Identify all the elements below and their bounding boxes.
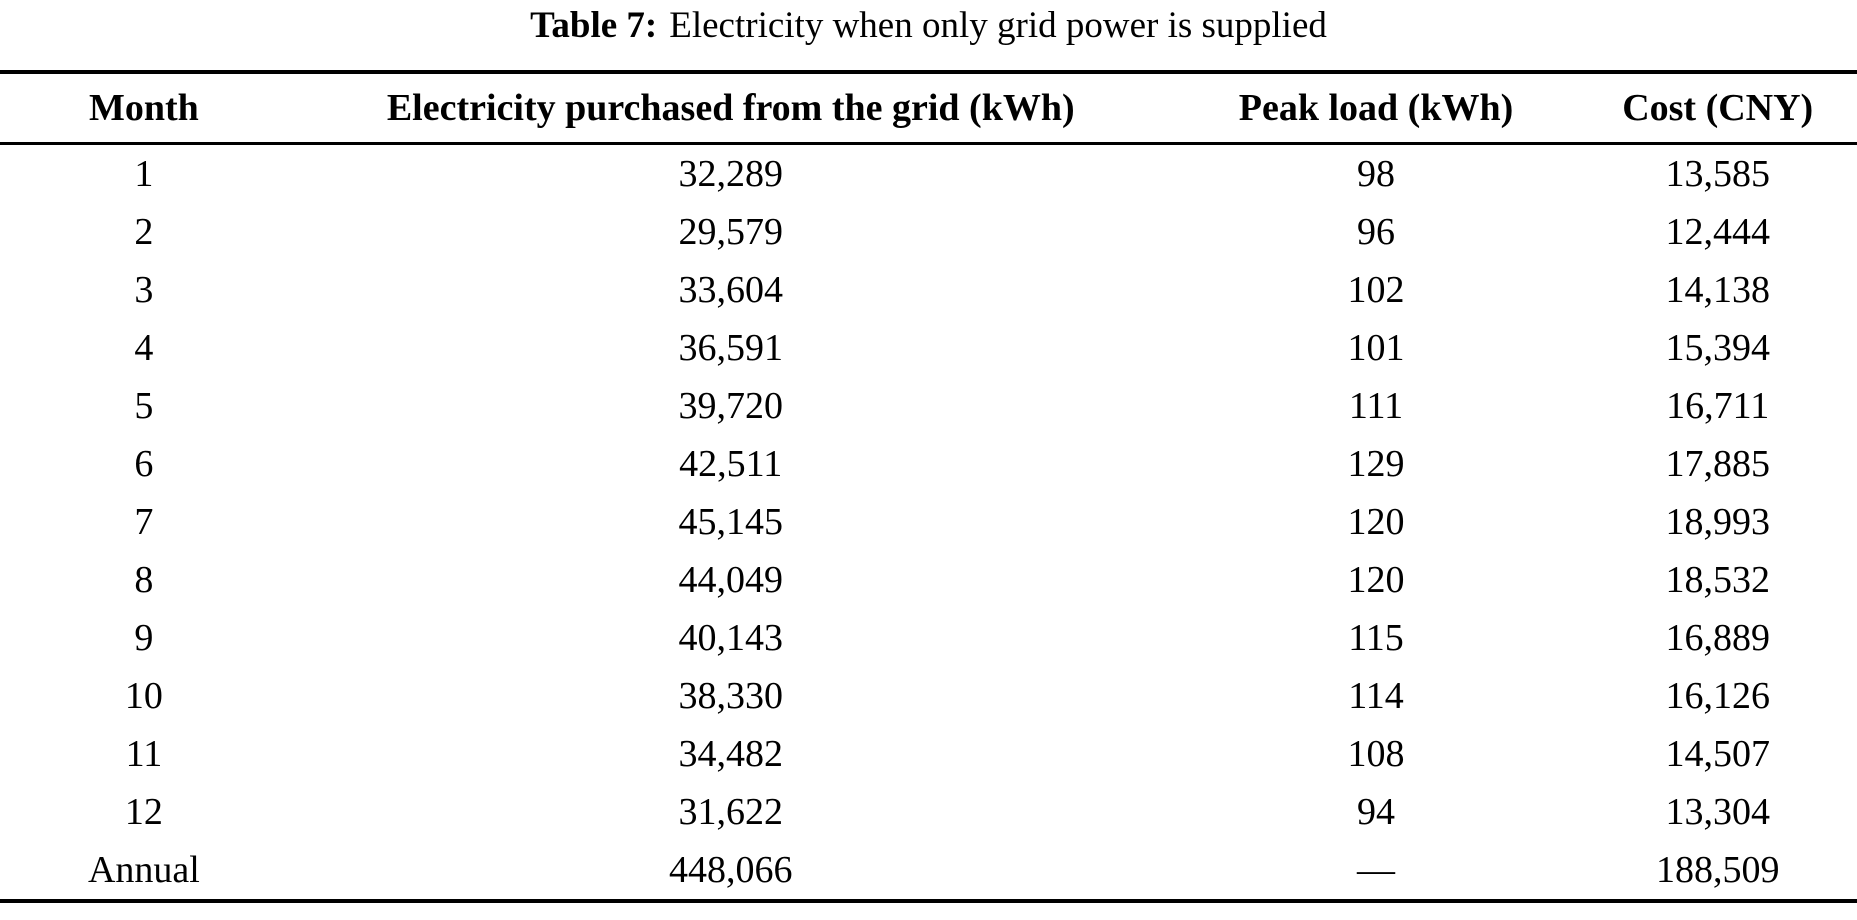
cell-month: 3 — [134, 269, 154, 311]
cell-electricity-purchased: 29,579 — [678, 211, 783, 253]
column-header-cost: Cost (CNY) — [1622, 87, 1814, 129]
table-body: 1 32,289 98 13,585 2 29,579 96 12,444 3 33,604 102… — [0, 144, 1857, 902]
cell-peak-load: 114 — [1348, 675, 1404, 717]
cell-month: 8 — [134, 559, 154, 601]
cell-peak-load: 120 — [1347, 501, 1405, 543]
table-row-annual: Annual 448,066 — 188,509 — [0, 841, 1857, 901]
cell-month: 6 — [134, 443, 154, 485]
cell-electricity-purchased: 45,145 — [678, 501, 783, 543]
cell-cost: 16,711 — [1666, 385, 1770, 427]
cell-month: 9 — [134, 617, 154, 659]
table-row: 1 32,289 98 13,585 — [0, 144, 1857, 204]
cell-electricity-purchased: 32,289 — [678, 153, 783, 195]
cell-month: Annual — [87, 849, 200, 891]
cell-cost: 18,532 — [1665, 559, 1770, 601]
column-header-electricity-purchased: Electricity purchased from the grid (kWh… — [386, 87, 1075, 129]
cell-cost: 14,507 — [1665, 733, 1770, 775]
cell-cost: 13,585 — [1665, 153, 1770, 195]
column-header-month: Month — [89, 87, 199, 129]
cell-cost: 13,304 — [1665, 791, 1770, 833]
cell-electricity-purchased: 40,143 — [678, 617, 783, 659]
table-caption: Table 7: Electricity when only grid powe… — [0, 0, 1857, 70]
cell-peak-load: 108 — [1347, 733, 1405, 775]
cell-electricity-purchased: 38,330 — [678, 675, 783, 717]
cell-cost: 188,509 — [1655, 849, 1780, 891]
cell-month: 1 — [134, 153, 154, 195]
cell-peak-load: 102 — [1347, 269, 1405, 311]
cell-peak-load: — — [1357, 849, 1396, 891]
table-row: 7 45,145 120 18,993 — [0, 493, 1857, 551]
cell-month: 4 — [134, 327, 154, 369]
cell-electricity-purchased: 36,591 — [678, 327, 783, 369]
table-row: 12 31,622 94 13,304 — [0, 783, 1857, 841]
cell-peak-load: 120 — [1347, 559, 1405, 601]
cell-cost: 17,885 — [1665, 443, 1770, 485]
cell-peak-load: 98 — [1357, 153, 1396, 195]
cell-electricity-purchased: 34,482 — [678, 733, 783, 775]
header-row: Month Electricity purchased from the gri… — [0, 72, 1857, 144]
cell-cost: 18,993 — [1665, 501, 1770, 543]
table-row: 10 38,330 114 16,126 — [0, 667, 1857, 725]
cell-month: 5 — [134, 385, 154, 427]
cell-month: 12 — [124, 791, 163, 833]
table-caption-label: Table 7: — [530, 5, 658, 46]
cell-electricity-purchased: 31,622 — [678, 791, 783, 833]
table-row: 6 42,511 129 17,885 — [0, 435, 1857, 493]
cell-month: 7 — [134, 501, 154, 543]
cell-electricity-purchased: 33,604 — [678, 269, 783, 311]
cell-month: 11 — [125, 733, 163, 775]
cell-cost: 14,138 — [1665, 269, 1770, 311]
table-row: 9 40,143 115 16,889 — [0, 609, 1857, 667]
cell-peak-load: 94 — [1357, 791, 1396, 833]
data-table: Month Electricity purchased from the gri… — [0, 70, 1857, 903]
cell-electricity-purchased: 42,511 — [679, 443, 783, 485]
table-row: 2 29,579 96 12,444 — [0, 203, 1857, 261]
cell-peak-load: 115 — [1348, 617, 1404, 659]
table-caption-text: Electricity when only grid power is supp… — [669, 5, 1327, 46]
cell-peak-load: 129 — [1347, 443, 1405, 485]
cell-month: 10 — [124, 675, 163, 717]
table-row: 11 34,482 108 14,507 — [0, 725, 1857, 783]
column-header-peak-load: Peak load (kWh) — [1238, 87, 1514, 129]
cell-cost: 12,444 — [1665, 211, 1770, 253]
cell-cost: 16,889 — [1665, 617, 1770, 659]
cell-cost: 15,394 — [1665, 327, 1770, 369]
table-row: 4 36,591 101 15,394 — [0, 319, 1857, 377]
table-row: 3 33,604 102 14,138 — [0, 261, 1857, 319]
cell-peak-load: 96 — [1357, 211, 1396, 253]
table-row: 8 44,049 120 18,532 — [0, 551, 1857, 609]
cell-month: 2 — [134, 211, 154, 253]
cell-electricity-purchased: 448,066 — [668, 849, 793, 891]
cell-cost: 16,126 — [1665, 675, 1770, 717]
table-row: 5 39,720 111 16,711 — [0, 377, 1857, 435]
cell-electricity-purchased: 44,049 — [678, 559, 783, 601]
cell-peak-load: 111 — [1348, 385, 1404, 427]
cell-electricity-purchased: 39,720 — [678, 385, 783, 427]
cell-peak-load: 101 — [1347, 327, 1405, 369]
